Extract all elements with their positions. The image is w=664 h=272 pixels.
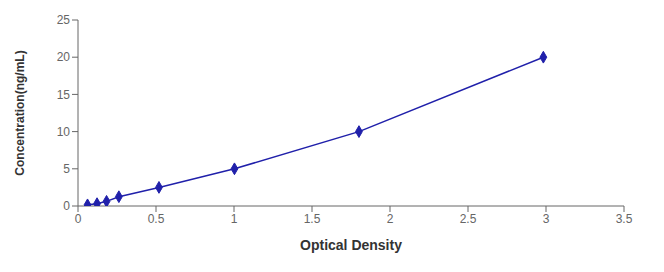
svg-text:15: 15 bbox=[57, 88, 71, 102]
svg-text:1: 1 bbox=[231, 212, 238, 226]
svg-text:0.5: 0.5 bbox=[148, 212, 165, 226]
svg-text:2: 2 bbox=[387, 212, 394, 226]
svg-text:0: 0 bbox=[63, 199, 70, 213]
svg-text:10: 10 bbox=[57, 125, 71, 139]
svg-text:20: 20 bbox=[57, 50, 71, 64]
svg-text:3.5: 3.5 bbox=[616, 212, 633, 226]
svg-text:2.5: 2.5 bbox=[460, 212, 477, 226]
svg-text:0: 0 bbox=[75, 212, 82, 226]
svg-text:25: 25 bbox=[57, 13, 71, 27]
svg-text:3: 3 bbox=[543, 212, 550, 226]
svg-text:Optical Density: Optical Density bbox=[300, 237, 402, 253]
svg-text:1.5: 1.5 bbox=[304, 212, 321, 226]
svg-text:5: 5 bbox=[63, 162, 70, 176]
svg-text:Concentration(ng/mL): Concentration(ng/mL) bbox=[13, 50, 27, 175]
